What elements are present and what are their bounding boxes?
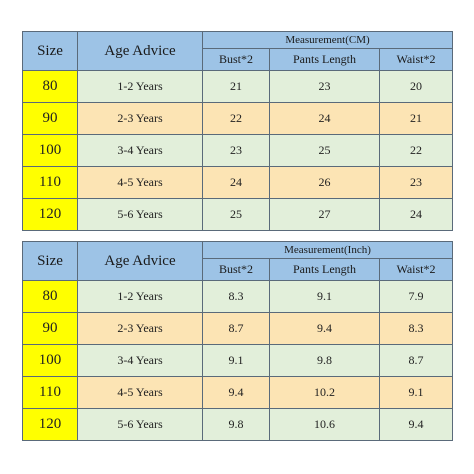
pants-cell: 27 xyxy=(269,198,380,231)
pants-cell: 10.2 xyxy=(269,376,380,409)
bust-cell: 8.7 xyxy=(202,312,270,345)
size-cell: 90 xyxy=(22,312,78,345)
table-row: 80 1-2 Years 8.3 9.1 7.9 xyxy=(22,280,453,313)
bust-cell: 9.4 xyxy=(202,376,270,409)
bust-cell: 24 xyxy=(202,166,270,199)
size-cell: 100 xyxy=(22,134,78,167)
bust-cell: 22 xyxy=(202,102,270,135)
table-row: 120 5-6 Years 9.8 10.6 9.4 xyxy=(22,408,453,441)
size-cell: 120 xyxy=(22,198,78,231)
age-cell: 1-2 Years xyxy=(77,280,203,313)
waist-cell: 7.9 xyxy=(379,280,453,313)
size-cell: 110 xyxy=(22,376,78,409)
size-cell: 120 xyxy=(22,408,78,441)
age-cell: 5-6 Years xyxy=(77,408,203,441)
pants-cell: 9.8 xyxy=(269,344,380,377)
pants-cell: 25 xyxy=(269,134,380,167)
waist-cell: 23 xyxy=(379,166,453,199)
bust-cell: 21 xyxy=(202,70,270,103)
table-row: 120 5-6 Years 25 27 24 xyxy=(22,198,453,231)
waist-cell: 8.3 xyxy=(379,312,453,345)
size-cell: 100 xyxy=(22,344,78,377)
waist-cell: 9.1 xyxy=(379,376,453,409)
age-cell: 2-3 Years xyxy=(77,102,203,135)
table-row: 110 4-5 Years 24 26 23 xyxy=(22,166,453,199)
pants-cell: 26 xyxy=(269,166,380,199)
age-cell: 1-2 Years xyxy=(77,70,203,103)
pants-cell: 9.1 xyxy=(269,280,380,313)
waist-cell: 8.7 xyxy=(379,344,453,377)
size-cell: 110 xyxy=(22,166,78,199)
size-chart-inch-table: Size Age Advice Measurement(Inch) Bust*2… xyxy=(22,241,453,441)
bust-cell: 9.8 xyxy=(202,408,270,441)
bust-cell: 9.1 xyxy=(202,344,270,377)
bust-cell: 8.3 xyxy=(202,280,270,313)
size-cell: 80 xyxy=(22,280,78,313)
waist-cell: 22 xyxy=(379,134,453,167)
size-chart-cm-table: Size Age Advice Measurement(CM) Bust*2 P… xyxy=(22,31,453,231)
pants-cell: 24 xyxy=(269,102,380,135)
measurement-header: Measurement(Inch) xyxy=(202,241,453,259)
age-cell: 3-4 Years xyxy=(77,344,203,377)
pants-cell: 9.4 xyxy=(269,312,380,345)
age-cell: 4-5 Years xyxy=(77,376,203,409)
pants-cell: 10.6 xyxy=(269,408,380,441)
table-row: 90 2-3 Years 22 24 21 xyxy=(22,102,453,135)
age-advice-header: Age Advice xyxy=(77,31,203,71)
pants-length-header: Pants Length xyxy=(269,48,380,71)
size-cell: 90 xyxy=(22,102,78,135)
age-cell: 3-4 Years xyxy=(77,134,203,167)
size-cell: 80 xyxy=(22,70,78,103)
age-advice-header: Age Advice xyxy=(77,241,203,281)
waist-header: Waist*2 xyxy=(379,48,453,71)
bust-header: Bust*2 xyxy=(202,258,270,281)
waist-cell: 9.4 xyxy=(379,408,453,441)
size-header: Size xyxy=(22,241,78,281)
age-cell: 4-5 Years xyxy=(77,166,203,199)
bust-cell: 25 xyxy=(202,198,270,231)
age-cell: 5-6 Years xyxy=(77,198,203,231)
size-header: Size xyxy=(22,31,78,71)
age-cell: 2-3 Years xyxy=(77,312,203,345)
table-row: 100 3-4 Years 23 25 22 xyxy=(22,134,453,167)
waist-cell: 20 xyxy=(379,70,453,103)
table-row: 80 1-2 Years 21 23 20 xyxy=(22,70,453,103)
waist-header: Waist*2 xyxy=(379,258,453,281)
waist-cell: 21 xyxy=(379,102,453,135)
waist-cell: 24 xyxy=(379,198,453,231)
bust-header: Bust*2 xyxy=(202,48,270,71)
pants-cell: 23 xyxy=(269,70,380,103)
table-row: 110 4-5 Years 9.4 10.2 9.1 xyxy=(22,376,453,409)
measurement-header: Measurement(CM) xyxy=(202,31,453,49)
bust-cell: 23 xyxy=(202,134,270,167)
table-row: 100 3-4 Years 9.1 9.8 8.7 xyxy=(22,344,453,377)
table-row: 90 2-3 Years 8.7 9.4 8.3 xyxy=(22,312,453,345)
pants-length-header: Pants Length xyxy=(269,258,380,281)
